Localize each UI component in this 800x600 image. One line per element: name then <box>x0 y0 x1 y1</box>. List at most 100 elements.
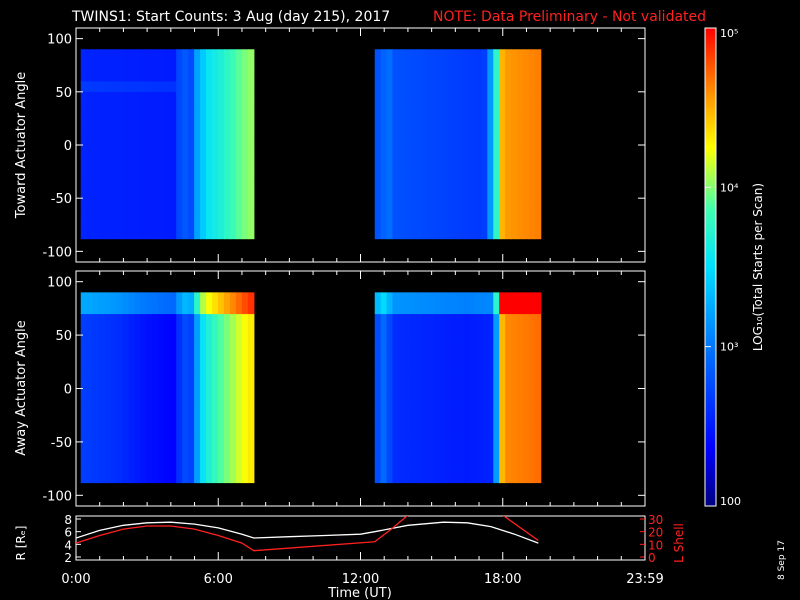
heatmap-cell <box>86 387 94 399</box>
heatmap-cell <box>86 334 94 346</box>
heatmap-cell <box>493 387 500 399</box>
heatmap-cell <box>392 345 400 357</box>
heatmap-cell <box>380 429 388 441</box>
heatmap-cell <box>505 387 512 399</box>
heatmap-cell <box>158 217 165 229</box>
heatmap-cell <box>499 345 506 357</box>
heatmap-cell <box>92 133 100 145</box>
heatmap-cell <box>422 133 429 145</box>
heatmap-cell <box>158 196 165 208</box>
heatmap-cell <box>80 345 88 357</box>
orbit-right-tick-label: 0 <box>648 551 656 565</box>
heatmap-cell <box>206 376 213 389</box>
heatmap-cell <box>457 397 465 410</box>
x-axis-label: Time (UT) <box>327 586 392 600</box>
heatmap-cell <box>200 461 207 473</box>
heatmap-cell <box>200 471 207 484</box>
heatmap-cell <box>241 376 249 389</box>
heatmap-cell <box>128 196 136 208</box>
heatmap-cell <box>416 217 423 229</box>
heatmap-cell <box>122 366 130 378</box>
heatmap-cell <box>422 440 429 452</box>
heatmap-cell <box>404 419 411 431</box>
heatmap-cell <box>493 175 500 187</box>
heatmap-cell <box>374 228 382 240</box>
heatmap-cell <box>188 419 195 431</box>
heatmap-cell <box>481 366 488 378</box>
heatmap-cell <box>398 292 405 304</box>
heatmap-cell <box>140 91 147 103</box>
heatmap-cell <box>434 450 441 462</box>
heatmap-cell <box>522 292 530 304</box>
heatmap-cell <box>140 70 147 82</box>
heatmap-cell <box>493 101 500 113</box>
heatmap-cell <box>134 101 142 113</box>
heatmap-cell <box>212 471 219 484</box>
heatmap-cell <box>104 376 112 389</box>
heatmap-cell <box>469 302 477 315</box>
heatmap-cell <box>528 334 536 346</box>
heatmap-cell <box>386 397 394 410</box>
colorbar-tick-label: 100 <box>720 495 741 508</box>
heatmap-cell <box>487 164 494 177</box>
heatmap-cell <box>434 49 441 61</box>
heatmap-cell <box>110 217 118 229</box>
heatmap-cell <box>493 133 500 145</box>
heatmap-cell <box>522 334 530 346</box>
heatmap-cell <box>463 101 471 113</box>
heatmap-cell <box>176 324 183 336</box>
heatmap-cell <box>170 101 177 113</box>
heatmap-cell <box>247 397 255 410</box>
heatmap-cell <box>392 397 400 410</box>
heatmap-cell <box>80 419 88 431</box>
heatmap-cell <box>392 91 400 103</box>
heatmap-cell <box>434 217 441 229</box>
heatmap-cell <box>475 133 483 145</box>
heatmap-cell <box>386 313 394 325</box>
heatmap-cell <box>170 175 177 187</box>
heatmap-cell <box>86 461 94 473</box>
heatmap-cell <box>235 419 243 431</box>
heatmap-cell <box>386 345 394 357</box>
heatmap-cell <box>241 334 249 346</box>
heatmap-cell <box>170 80 177 92</box>
heatmap-cell <box>235 461 243 473</box>
heatmap-cell <box>110 91 118 103</box>
heatmap-cell <box>176 186 183 198</box>
heatmap-cell <box>128 133 136 145</box>
heatmap-cell <box>445 91 453 103</box>
heatmap-cell <box>386 70 394 82</box>
heatmap-cell <box>422 313 429 325</box>
heatmap-cell <box>534 175 542 187</box>
heatmap-cell <box>505 59 512 71</box>
heatmap-cell <box>122 334 130 346</box>
heatmap-cell <box>122 80 130 92</box>
heatmap-cell <box>116 207 124 219</box>
heatmap-cell <box>247 59 255 71</box>
heatmap-cell <box>206 440 213 452</box>
heatmap-cell <box>158 143 165 156</box>
heatmap-cell <box>475 217 483 229</box>
heatmap-cell <box>164 324 171 336</box>
heatmap-cell <box>235 143 243 156</box>
heatmap-cell <box>176 355 183 367</box>
heatmap-cell <box>241 397 249 410</box>
heatmap-cell <box>386 59 394 71</box>
heatmap-cell <box>122 196 130 208</box>
heatmap-cell <box>439 292 447 304</box>
heatmap-cell <box>122 122 130 135</box>
heatmap-cell <box>223 366 231 378</box>
heatmap-cell <box>110 334 118 346</box>
heatmap-cell <box>410 112 417 124</box>
heatmap-cell <box>110 345 118 357</box>
heatmap-cell <box>410 70 417 82</box>
heatmap-cell <box>206 143 213 156</box>
heatmap-cell <box>451 302 459 315</box>
heatmap-cell <box>164 471 171 484</box>
heatmap-cell <box>493 154 500 166</box>
heatmap-cell <box>146 175 153 187</box>
heatmap-cell <box>152 196 159 208</box>
heatmap-cell <box>146 49 153 61</box>
